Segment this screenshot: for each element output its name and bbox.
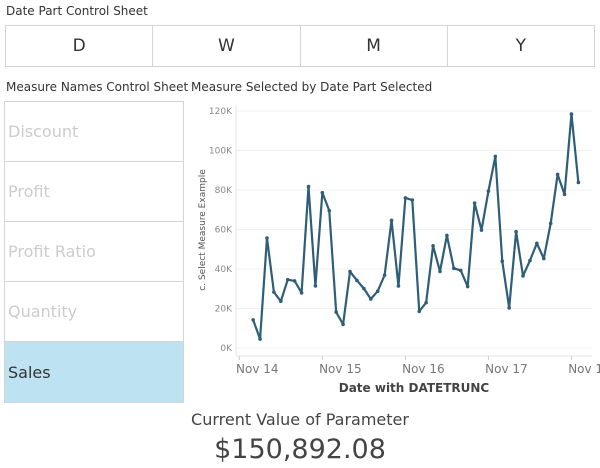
data-point[interactable] [272, 290, 276, 294]
measure-profit-ratio[interactable]: Profit Ratio [5, 222, 183, 282]
date-part-w[interactable]: W [153, 26, 301, 66]
data-point[interactable] [313, 284, 318, 288]
data-point[interactable] [424, 300, 428, 305]
y-axis-label: c. Select Measure Example [198, 169, 208, 291]
date-part-title: Date Part Control Sheet [6, 4, 148, 18]
data-point[interactable] [368, 297, 373, 301]
parameter-label: Current Value of Parameter [191, 410, 409, 429]
data-point[interactable] [410, 198, 415, 202]
x-tick-label: Nov 15 [319, 362, 362, 376]
data-point[interactable] [521, 274, 525, 278]
data-point[interactable] [493, 154, 498, 159]
data-point[interactable] [555, 172, 560, 177]
date-part-m[interactable]: M [301, 26, 448, 66]
y-tick-label: 20K [215, 305, 233, 315]
date-part-d[interactable]: D [6, 26, 154, 66]
x-tick-label: Nov 16 [402, 362, 445, 376]
data-point[interactable] [452, 266, 456, 271]
data-point[interactable] [327, 208, 332, 213]
data-point[interactable] [251, 318, 255, 322]
data-point[interactable] [403, 196, 408, 200]
measure-list: Discount Profit Profit Ratio Quantity Sa… [4, 101, 184, 403]
data-point[interactable] [299, 291, 304, 295]
measure-sales[interactable]: Sales [5, 342, 183, 402]
x-axis-label: Date with DATETRUNC [339, 381, 490, 395]
data-point[interactable] [334, 310, 338, 314]
data-point[interactable] [320, 190, 325, 195]
measure-discount[interactable]: Discount [5, 102, 183, 162]
parameter-value: $150,892.08 [214, 434, 386, 465]
data-point[interactable] [306, 184, 311, 189]
data-point[interactable] [265, 236, 269, 240]
data-point[interactable] [562, 192, 567, 197]
data-point[interactable] [292, 279, 297, 283]
data-point[interactable] [396, 284, 401, 288]
y-tick-label: 60K [215, 226, 233, 236]
data-point[interactable] [486, 189, 491, 193]
data-point[interactable] [445, 233, 449, 238]
data-point[interactable] [355, 278, 359, 283]
data-point[interactable] [382, 273, 387, 277]
x-tick-label: Nov 14 [236, 362, 279, 376]
data-point[interactable] [465, 284, 470, 289]
measure-quantity[interactable]: Quantity [5, 282, 183, 342]
data-point[interactable] [417, 309, 422, 314]
data-point[interactable] [258, 337, 262, 341]
data-point[interactable] [348, 269, 352, 274]
data-point[interactable] [285, 277, 290, 282]
y-tick-label: 80K [215, 186, 233, 196]
date-part-y[interactable]: Y [515, 36, 527, 56]
y-tick-label: 120K [209, 107, 233, 117]
data-point[interactable] [569, 112, 574, 116]
x-tick-label: Nov 18 [568, 362, 600, 376]
data-point[interactable] [472, 201, 477, 205]
measure-profit[interactable]: Profit [5, 162, 183, 222]
x-tick-label: Nov 17 [485, 362, 528, 376]
data-point[interactable] [479, 228, 484, 232]
data-point[interactable] [438, 269, 442, 274]
y-tick-label: 40K [215, 265, 233, 275]
data-point[interactable] [535, 241, 539, 246]
series-line [252, 112, 580, 341]
data-point[interactable] [500, 259, 505, 263]
data-point[interactable] [548, 221, 553, 226]
data-point[interactable] [528, 258, 532, 263]
line-chart: 0K 20K 40K 60K 80K 100K 120K Nov 14 Nov 15 Nov 1… [198, 105, 600, 395]
data-point[interactable] [458, 268, 463, 273]
data-point[interactable] [362, 286, 366, 291]
data-point[interactable] [279, 299, 283, 304]
measure-names-title: Measure Names Control Sheet [6, 80, 189, 94]
data-point[interactable] [514, 229, 518, 234]
data-point[interactable] [389, 218, 394, 223]
data-point[interactable] [431, 244, 435, 248]
data-point[interactable] [576, 180, 581, 185]
y-tick-label: 0K [220, 344, 233, 354]
date-part-selector: D W M Y [5, 25, 595, 67]
chart-title: Measure Selected by Date Part Selected [191, 80, 433, 94]
y-tick-label: 100K [209, 147, 233, 157]
data-point[interactable] [541, 256, 546, 261]
data-point[interactable] [375, 289, 380, 293]
data-point[interactable] [507, 306, 511, 310]
data-point[interactable] [341, 322, 345, 327]
